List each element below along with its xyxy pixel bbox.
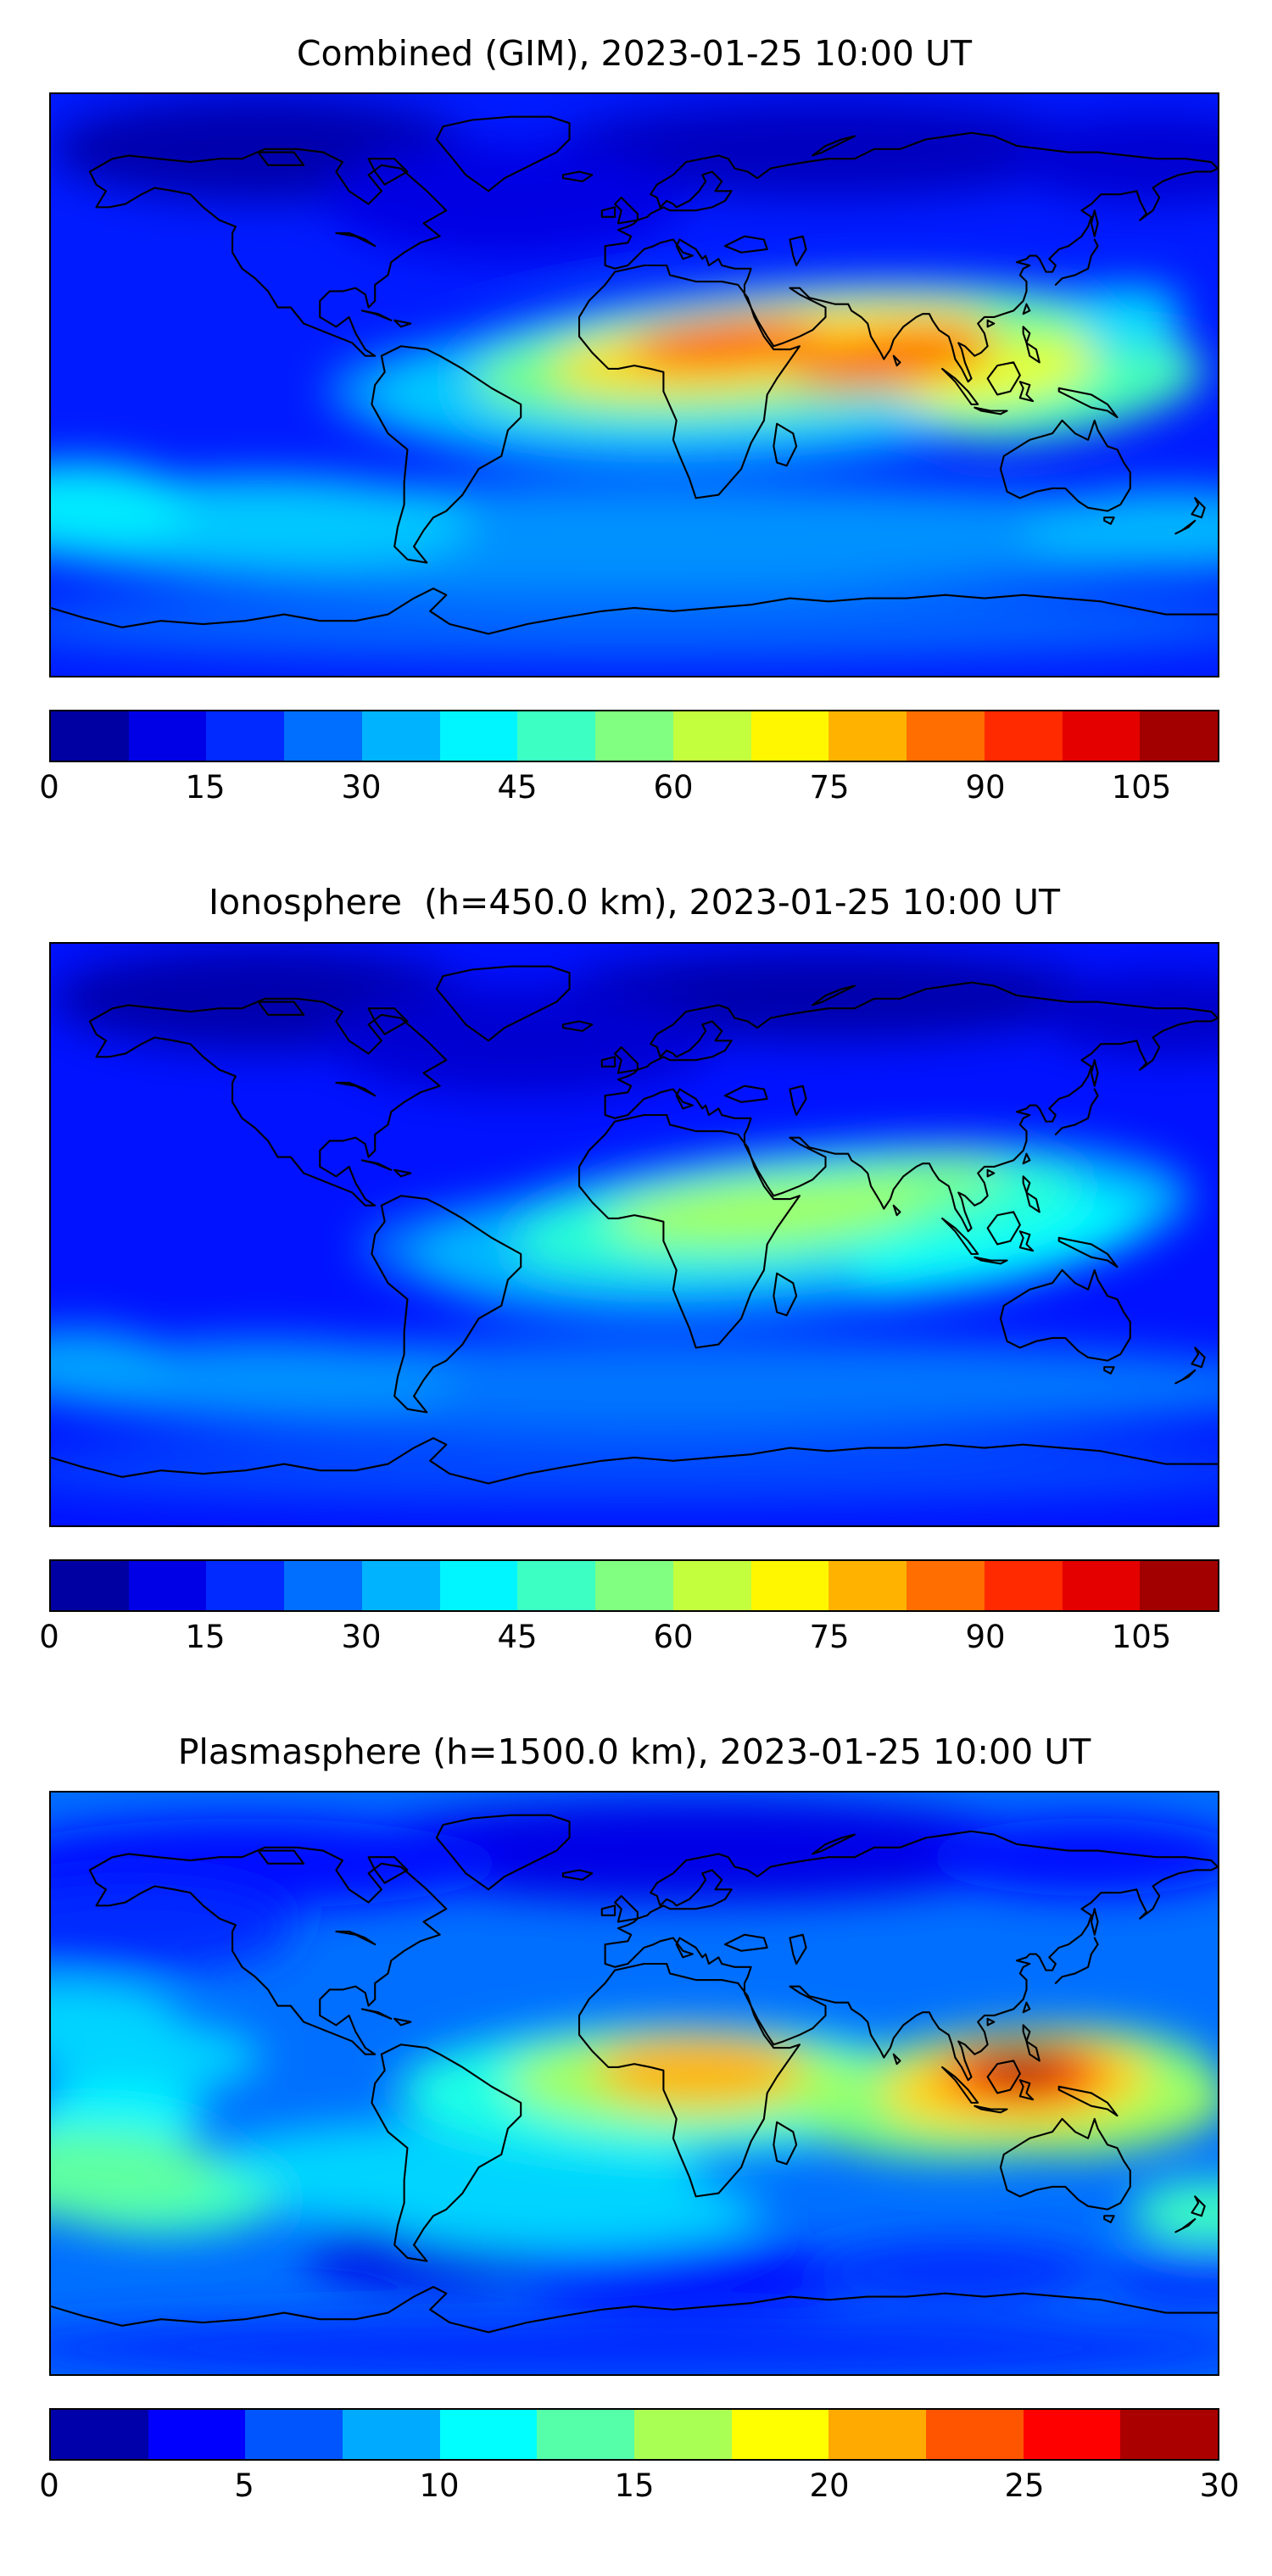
colorbar-tick-label: 30 [1199, 2467, 1240, 2504]
colorbar-segment [595, 1560, 673, 1610]
colorbar-tick-label: 105 [1111, 769, 1172, 806]
colorbar-segment [828, 2409, 927, 2459]
colorbar-segment [206, 711, 285, 761]
colorbar-segment [148, 2409, 246, 2459]
colorbar-segment [51, 711, 129, 761]
colorbar-segment [1062, 1560, 1141, 1610]
map-ionosphere-canvas [51, 943, 1218, 1525]
colorbar-segment [206, 1560, 285, 1610]
colorbar-segment [984, 1560, 1063, 1610]
colorbar-tick-label: 30 [341, 769, 382, 806]
colorbar-segment [828, 711, 907, 761]
colorbar-segment [284, 1560, 362, 1610]
colorbar-combined [49, 710, 1219, 763]
colorbar-segment [750, 1560, 829, 1610]
colorbar-segment [1062, 711, 1141, 761]
panel-title-ionosphere: Ionosphere (h=450.0 km), 2023-01-25 10:0… [208, 882, 1061, 923]
colorbar-tick-label: 20 [809, 2467, 850, 2504]
colorbar-tick-label: 0 [39, 2467, 59, 2504]
colorbar-segment [731, 2409, 829, 2459]
colorbar-segment [361, 711, 440, 761]
colorbar-tick-label: 75 [809, 769, 850, 806]
colorbar-tick-label: 5 [234, 2467, 254, 2504]
map-ionosphere [49, 941, 1219, 1527]
colorbar-tick-label: 45 [497, 1618, 538, 1655]
colorbar-segment [595, 711, 673, 761]
colorbar-segment [439, 2409, 538, 2459]
colorbar-segment [361, 1560, 440, 1610]
colorbar-segment [634, 2409, 732, 2459]
colorbar-plasmasphere [49, 2407, 1219, 2461]
colorbar-tick-label: 30 [341, 1618, 382, 1655]
colorbar-ticks-plasmasphere: 0 5 10 15 20 25 30 [39, 2467, 1239, 2508]
colorbar-segment [1023, 2409, 1121, 2459]
colorbar-tick-label: 105 [1111, 1618, 1172, 1655]
colorbar-segment [517, 1560, 596, 1610]
map-combined-canvas [51, 94, 1218, 677]
colorbar-tick-label: 90 [965, 769, 1006, 806]
panel-title-combined: Combined (GIM), 2023-01-25 10:00 UT [296, 33, 973, 74]
colorbar-tick-label: 90 [965, 1618, 1006, 1655]
panel-plasmasphere: Plasmasphere (h=1500.0 km), 2023-01-25 1… [0, 1731, 1272, 2508]
colorbar-ionosphere [49, 1558, 1219, 1612]
colorbar-segment [439, 711, 518, 761]
colorbar-segment [51, 1560, 129, 1610]
colorbar-segment [128, 711, 207, 761]
colorbar-segment [907, 711, 985, 761]
colorbar-segment [1120, 2409, 1219, 2459]
colorbar-segment [672, 711, 751, 761]
colorbar-tick-label: 0 [39, 1618, 59, 1655]
map-plasmasphere-canvas [51, 1792, 1218, 2374]
colorbar-tick-label: 25 [1004, 2467, 1045, 2504]
map-plasmasphere [49, 1790, 1219, 2376]
colorbar-segment [245, 2409, 343, 2459]
colorbar-segment [1140, 1560, 1219, 1610]
panel-title-plasmasphere: Plasmasphere (h=1500.0 km), 2023-01-25 1… [177, 1731, 1091, 1772]
tec-maps-figure: Combined (GIM), 2023-01-25 10:00 UT 0 15 3… [0, 32, 1272, 2508]
coastlines [51, 1814, 1218, 2333]
colorbar-tick-label: 60 [653, 1618, 694, 1655]
colorbar-segment [284, 711, 362, 761]
colorbar-ticks-ionosphere: 0 15 30 45 60 75 90 105 [39, 1618, 1219, 1659]
map-combined [49, 92, 1219, 678]
colorbar-segment [1140, 711, 1219, 761]
colorbar-segment [537, 2409, 635, 2459]
panel-combined: Combined (GIM), 2023-01-25 10:00 UT 0 15 3… [0, 32, 1272, 810]
colorbar-tick-label: 75 [809, 1618, 850, 1655]
colorbar-tick-label: 45 [497, 769, 538, 806]
colorbar-tick-label: 15 [614, 2467, 655, 2504]
colorbar-segment [984, 711, 1063, 761]
colorbar-segment [828, 1560, 907, 1610]
colorbar-segment [517, 711, 596, 761]
coastlines [51, 115, 1218, 635]
coastlines [51, 965, 1218, 1485]
colorbar-segment [750, 711, 829, 761]
colorbar-tick-label: 10 [419, 2467, 460, 2504]
colorbar-segment [672, 1560, 751, 1610]
colorbar-segment [128, 1560, 207, 1610]
colorbar-tick-label: 0 [39, 769, 59, 806]
panel-ionosphere: Ionosphere (h=450.0 km), 2023-01-25 10:0… [0, 881, 1272, 1659]
colorbar-segment [51, 2409, 148, 2459]
colorbar-tick-label: 15 [185, 769, 226, 806]
colorbar-tick-label: 60 [653, 769, 694, 806]
colorbar-tick-label: 15 [185, 1618, 226, 1655]
colorbar-segment [907, 1560, 985, 1610]
colorbar-segment [926, 2409, 1024, 2459]
colorbar-segment [343, 2409, 440, 2459]
colorbar-segment [439, 1560, 518, 1610]
colorbar-ticks-combined: 0 15 30 45 60 75 90 105 [39, 769, 1219, 810]
